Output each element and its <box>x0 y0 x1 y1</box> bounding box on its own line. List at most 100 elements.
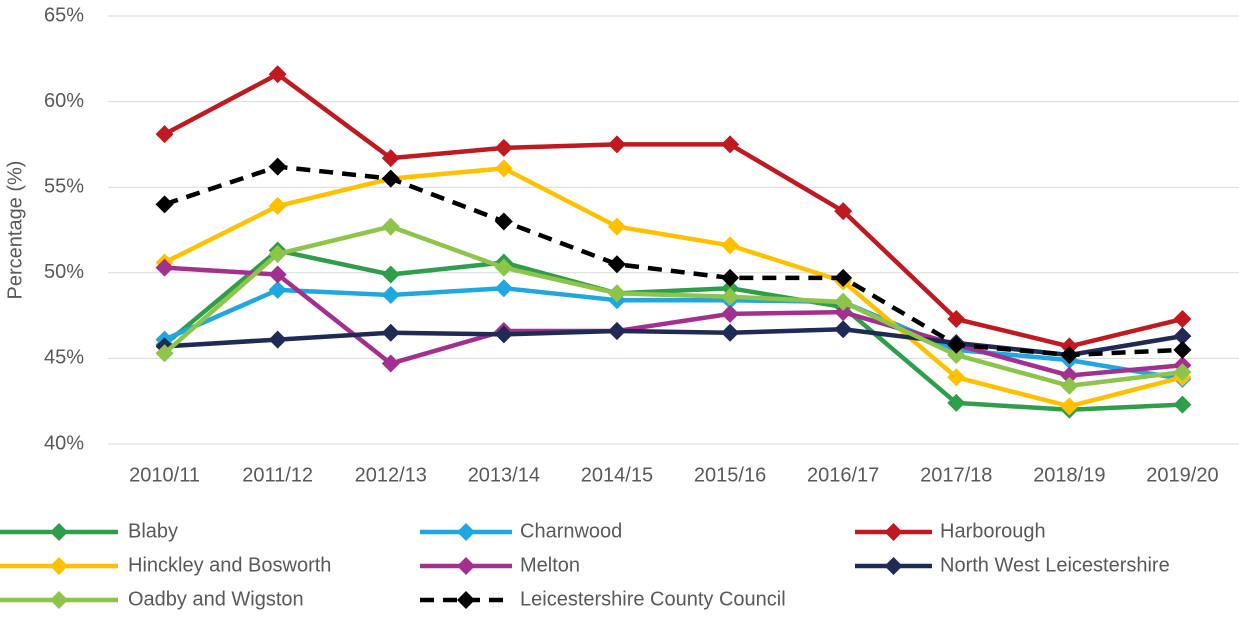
legend-item: Leicestershire County Council <box>420 588 786 610</box>
data-point <box>721 323 740 342</box>
data-point <box>1173 395 1192 414</box>
legend-label: Harborough <box>940 520 1046 542</box>
data-point <box>268 197 287 216</box>
x-tick-label: 2017/18 <box>920 464 992 486</box>
legend-marker <box>457 523 475 541</box>
data-point <box>268 265 287 284</box>
data-point <box>607 135 626 154</box>
legend-label: Charnwood <box>520 520 622 542</box>
legend-item: North West Leicestershire <box>855 554 1170 576</box>
legend-label: Melton <box>520 554 580 576</box>
x-tick-label: 2012/13 <box>355 464 427 486</box>
legend-marker <box>50 523 68 541</box>
data-point <box>1173 327 1192 346</box>
data-point <box>494 279 513 298</box>
data-point <box>155 195 174 214</box>
data-point <box>721 268 740 287</box>
legend-label: Leicestershire County Council <box>520 588 786 610</box>
legend-marker <box>457 557 475 575</box>
data-point <box>494 258 513 277</box>
data-point <box>721 287 740 306</box>
data-point <box>381 149 400 168</box>
data-point <box>155 258 174 277</box>
data-point <box>834 303 853 322</box>
data-point <box>155 344 174 363</box>
data-point <box>268 280 287 299</box>
data-point <box>721 236 740 255</box>
y-axis-label: Percentage (%) <box>4 161 26 300</box>
data-point <box>268 65 287 84</box>
y-tick-label: 50% <box>44 261 84 283</box>
data-point <box>494 212 513 231</box>
x-tick-label: 2013/14 <box>468 464 540 486</box>
data-point <box>834 268 853 287</box>
legend-item: Oadby and Wigston <box>0 588 304 610</box>
y-tick-label: 65% <box>44 4 84 26</box>
data-point <box>381 169 400 188</box>
data-point <box>947 345 966 364</box>
series-line <box>163 71 1183 349</box>
series-line <box>164 265 1183 378</box>
legend-marker <box>50 557 68 575</box>
data-point <box>381 265 400 284</box>
y-tick-label: 55% <box>44 175 84 197</box>
x-tick-label: 2016/17 <box>807 464 879 486</box>
legend-item: Hinckley and Bosworth <box>0 554 331 576</box>
x-tick-label: 2010/11 <box>129 464 200 486</box>
x-tick-label: 2015/16 <box>694 464 766 486</box>
series-line <box>164 327 1183 358</box>
data-point <box>1173 363 1192 382</box>
legend-item: Blaby <box>0 520 178 542</box>
series-line <box>163 224 1183 389</box>
data-point <box>1060 366 1079 385</box>
legend-item: Melton <box>420 554 580 576</box>
data-point <box>1060 345 1079 364</box>
data-point <box>494 138 513 157</box>
legend-label: North West Leicestershire <box>940 554 1170 576</box>
legend-item: Harborough <box>855 520 1046 542</box>
series <box>155 258 1192 385</box>
data-point <box>947 393 966 412</box>
series-line <box>163 166 1184 409</box>
data-point <box>947 368 966 387</box>
series <box>155 157 1192 364</box>
legend-marker <box>884 557 903 575</box>
x-tick-label: 2011/12 <box>242 464 313 486</box>
data-point <box>834 292 853 311</box>
x-tick-label: 2018/19 <box>1033 464 1105 486</box>
legend-marker <box>50 591 68 609</box>
data-point <box>494 325 513 344</box>
series-line <box>163 285 1183 382</box>
data-point <box>834 202 853 221</box>
y-tick-label: 60% <box>44 90 84 112</box>
legend-label: Blaby <box>128 520 178 542</box>
data-point <box>1060 397 1079 416</box>
data-point <box>381 217 400 236</box>
series-line <box>163 164 1183 358</box>
data-point <box>721 304 740 323</box>
y-tick-label: 45% <box>44 347 84 369</box>
data-point <box>381 354 400 373</box>
legend-marker <box>884 523 903 541</box>
legend-label: Oadby and Wigston <box>128 588 304 610</box>
series-line <box>163 248 1183 413</box>
data-point <box>1060 376 1079 395</box>
data-point <box>947 310 966 329</box>
data-point <box>381 286 400 305</box>
data-point <box>834 320 853 339</box>
x-tick-label: 2014/15 <box>581 464 653 486</box>
data-point <box>381 323 400 342</box>
legend-marker <box>457 591 475 609</box>
data-point <box>721 135 740 154</box>
legend-label: Hinckley and Bosworth <box>128 554 331 576</box>
data-point <box>268 244 287 263</box>
data-point <box>947 335 966 354</box>
data-point <box>607 284 626 303</box>
series <box>155 217 1192 395</box>
data-point <box>155 125 174 144</box>
x-tick-label: 2019/20 <box>1146 464 1218 486</box>
data-point <box>607 255 626 274</box>
data-point <box>1173 310 1192 329</box>
data-point <box>494 159 513 178</box>
